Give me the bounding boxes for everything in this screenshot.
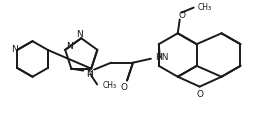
Text: O: O [178,11,185,20]
Text: O: O [196,89,203,98]
Text: N: N [76,29,83,38]
Text: N: N [66,42,73,51]
Text: HN: HN [155,53,168,62]
Text: N: N [11,44,17,53]
Text: CH₃: CH₃ [102,80,116,89]
Text: N: N [86,69,93,78]
Text: S: S [86,66,92,76]
Text: CH₃: CH₃ [198,3,212,12]
Text: O: O [121,82,128,91]
